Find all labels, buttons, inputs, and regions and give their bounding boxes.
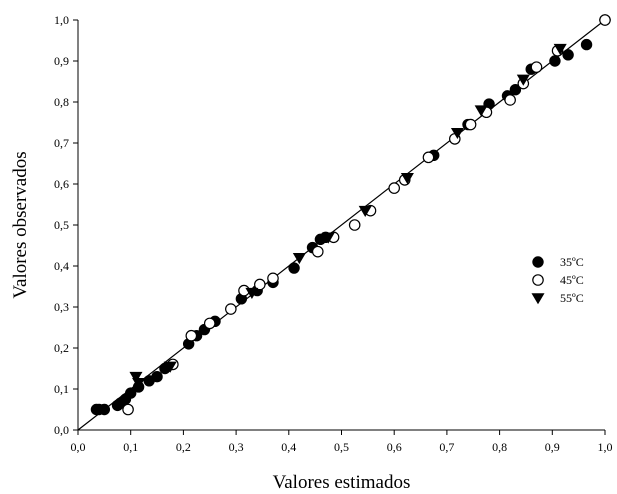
legend-marker: [532, 274, 544, 286]
y-tick-label: 0,7: [54, 136, 69, 150]
x-tick-label: 0,4: [281, 440, 296, 454]
x-tick-label: 0,9: [545, 440, 560, 454]
x-axis-title: Valores estimados: [273, 472, 411, 493]
legend-label: 55ºC: [560, 291, 584, 305]
y-tick-label: 0,2: [54, 341, 69, 355]
data-point: [203, 317, 216, 330]
legend-label: 45ºC: [560, 273, 584, 287]
series-3: [129, 43, 567, 390]
y-tick-label: 0,1: [54, 382, 69, 396]
data-point: [450, 127, 464, 140]
data-point: [122, 403, 134, 416]
y-tick-label: 0,5: [54, 218, 69, 232]
y-tick-label: 0,0: [54, 423, 69, 437]
data-point: [151, 371, 163, 383]
series-1: [90, 14, 611, 416]
legend-marker: [532, 256, 544, 268]
data-point: [254, 278, 266, 291]
data-point: [464, 118, 477, 131]
data-point: [504, 94, 516, 106]
y-tick-label: 0,3: [54, 300, 69, 314]
data-point: [132, 378, 146, 390]
data-point: [474, 105, 488, 117]
data-point: [553, 43, 567, 55]
data-point: [400, 173, 414, 185]
x-tick-label: 0,3: [229, 440, 244, 454]
legend: 35ºC 45ºC 55ºC: [531, 255, 584, 305]
x-tick-label: 0,1: [123, 440, 138, 454]
data-point: [388, 182, 400, 194]
data-point: [267, 272, 279, 285]
data-point: [129, 371, 143, 383]
data-point: [225, 303, 237, 315]
data-point: [530, 61, 543, 73]
y-tick-label: 0,6: [54, 177, 69, 191]
data-point: [348, 219, 361, 231]
y-axis-title: Valores observados: [10, 151, 31, 298]
points-layer: [90, 14, 611, 416]
legend-marker: [531, 293, 545, 305]
data-point: [562, 49, 574, 61]
x-tick-label: 0,5: [334, 440, 349, 454]
x-tick-label: 0,0: [71, 440, 86, 454]
x-tick-label: 0,2: [176, 440, 191, 454]
data-point: [321, 232, 335, 244]
data-point: [311, 245, 324, 258]
data-point: [185, 329, 198, 342]
data-point: [245, 287, 259, 299]
data-point: [549, 55, 561, 67]
x-tick-label: 0,7: [439, 440, 454, 454]
axes: 0,0 0,1 0,2 0,3 0,4 0,5 0,6 0,7 0,8 0,9 1,0 0,0 0,1 0…: [54, 13, 613, 454]
data-point: [163, 361, 177, 373]
y-tick-label: 1,0: [54, 13, 69, 27]
x-tick-label: 0,8: [492, 440, 507, 454]
data-point: [292, 253, 306, 265]
data-point: [509, 84, 522, 96]
data-point: [580, 38, 593, 51]
data-point: [422, 151, 435, 164]
data-point: [358, 205, 372, 217]
data-point: [599, 14, 611, 26]
x-tick-label: 0,6: [387, 440, 402, 454]
data-point: [125, 387, 137, 399]
legend-label: 35ºC: [560, 255, 584, 269]
x-tick-label: 1,0: [598, 440, 613, 454]
y-tick-label: 0,8: [54, 95, 69, 109]
data-point: [288, 262, 300, 274]
y-tick-label: 0,9: [54, 54, 69, 68]
data-point: [516, 74, 530, 86]
y-tick-label: 0,4: [54, 259, 69, 273]
data-point: [98, 403, 111, 416]
series-2: [122, 14, 611, 416]
